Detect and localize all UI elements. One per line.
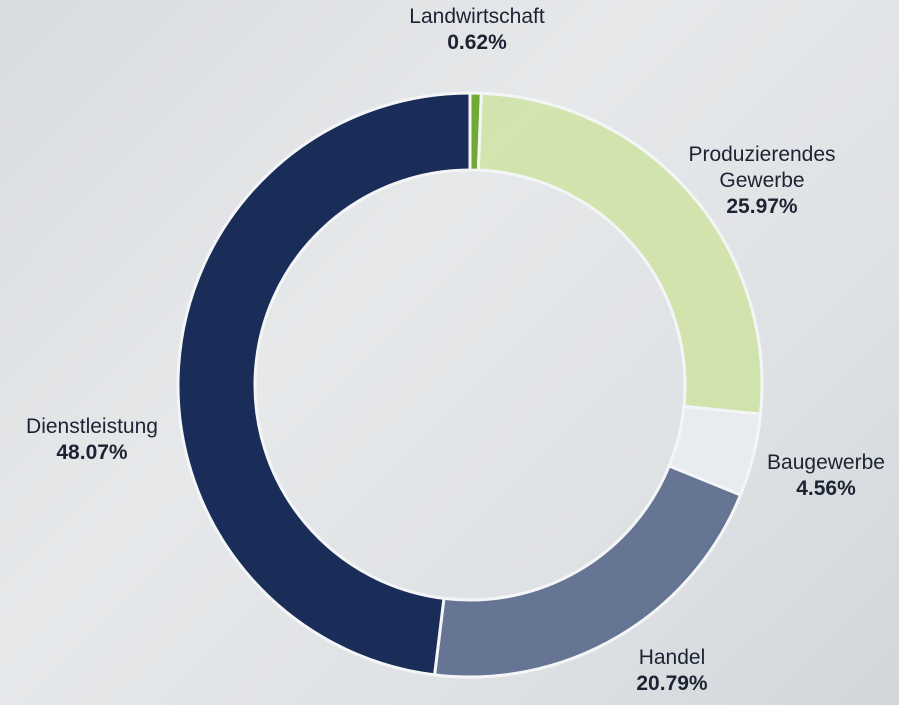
category-label: Dienstleistung [26,415,158,438]
value-label: 25.97% [726,195,798,218]
category-label: Handel [638,646,706,669]
value-label: 20.79% [636,672,708,695]
donut-segment [176,91,472,677]
value-label: 48.07% [56,441,128,464]
donut-segment [476,91,764,416]
category-label: Baugewerbe [767,451,885,474]
slice-label: Landwirtschaft 0.62% [409,4,544,56]
value-label: 0.62% [447,31,507,54]
category-label: Produzierendes Gewerbe [688,143,836,192]
value-label: 4.56% [796,477,856,500]
slice-label: Produzierendes Gewerbe 25.97% [672,142,852,220]
slice-label: Dienstleistung 48.07% [26,414,158,466]
slice-label: Handel 20.79% [636,645,707,697]
slice-label: Baugewerbe 4.56% [767,450,885,502]
category-label: Landwirtschaft [409,5,545,28]
